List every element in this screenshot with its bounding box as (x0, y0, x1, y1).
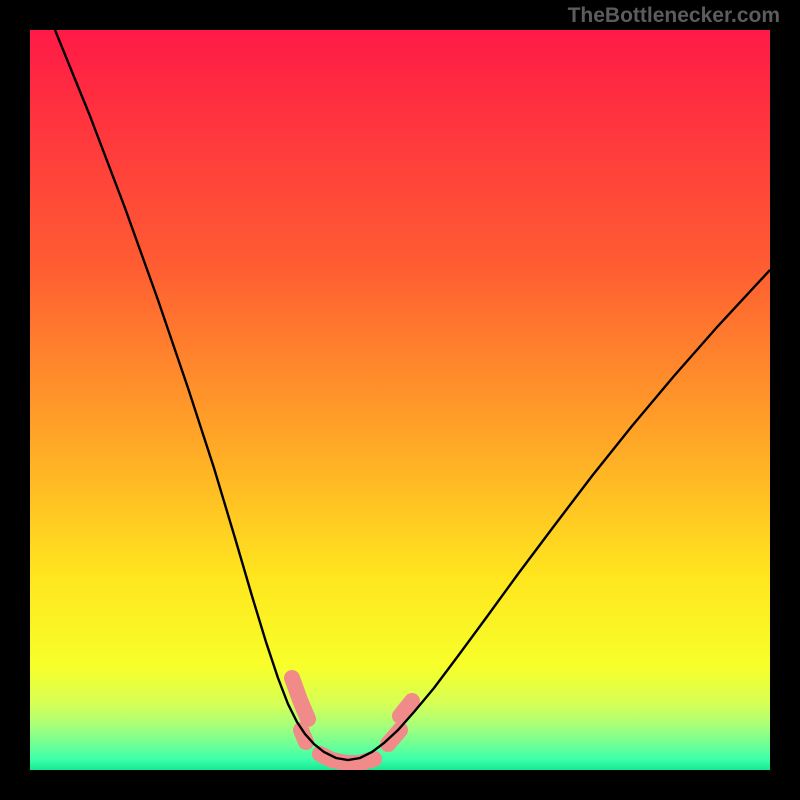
curve-layer (30, 30, 770, 770)
optimum-marker-segment (292, 678, 308, 719)
watermark-text: TheBottlenecker.com (568, 4, 780, 28)
optimum-marker-band (292, 678, 412, 763)
bottleneck-curve (55, 30, 770, 760)
gradient-plot-area (30, 30, 770, 770)
optimum-marker-segment (400, 701, 412, 716)
